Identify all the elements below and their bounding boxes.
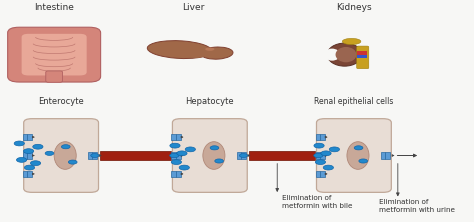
Bar xyxy=(23,171,27,177)
Circle shape xyxy=(314,153,323,158)
Circle shape xyxy=(30,161,41,166)
Bar xyxy=(27,134,32,140)
Bar xyxy=(381,152,385,159)
Ellipse shape xyxy=(201,47,233,59)
Circle shape xyxy=(359,159,367,163)
Circle shape xyxy=(24,149,34,154)
Circle shape xyxy=(62,145,70,149)
Text: Intestine: Intestine xyxy=(34,3,74,12)
Circle shape xyxy=(24,165,35,170)
Text: Kidneys: Kidneys xyxy=(336,3,372,12)
Bar xyxy=(237,152,241,159)
Circle shape xyxy=(91,154,99,157)
Circle shape xyxy=(17,157,27,162)
FancyBboxPatch shape xyxy=(173,119,247,192)
Text: Elimination of
metformin with urine: Elimination of metformin with urine xyxy=(379,199,455,213)
Bar xyxy=(320,134,325,140)
Ellipse shape xyxy=(347,142,369,169)
Bar xyxy=(320,152,325,159)
FancyBboxPatch shape xyxy=(22,34,87,75)
Bar xyxy=(249,151,315,160)
Circle shape xyxy=(171,160,182,165)
Ellipse shape xyxy=(147,41,212,59)
Circle shape xyxy=(33,144,43,149)
Ellipse shape xyxy=(342,38,361,45)
Circle shape xyxy=(315,160,326,165)
Circle shape xyxy=(314,143,324,148)
Bar xyxy=(176,171,181,177)
Bar xyxy=(357,55,367,58)
Circle shape xyxy=(239,154,247,157)
Bar xyxy=(241,152,246,159)
Bar xyxy=(357,51,367,55)
FancyBboxPatch shape xyxy=(24,119,99,192)
Text: Enterocyte: Enterocyte xyxy=(38,97,84,106)
Circle shape xyxy=(170,153,179,158)
Circle shape xyxy=(177,151,187,156)
Ellipse shape xyxy=(54,142,76,169)
Circle shape xyxy=(210,146,219,150)
Bar xyxy=(100,151,171,160)
Ellipse shape xyxy=(205,48,214,51)
FancyBboxPatch shape xyxy=(357,46,369,69)
Ellipse shape xyxy=(336,47,356,62)
Bar xyxy=(92,152,97,159)
Bar xyxy=(316,152,320,159)
Bar xyxy=(23,134,27,140)
Ellipse shape xyxy=(203,142,225,169)
Circle shape xyxy=(323,165,333,170)
FancyBboxPatch shape xyxy=(317,119,392,192)
Ellipse shape xyxy=(324,49,340,61)
Circle shape xyxy=(45,151,54,155)
Text: Liver: Liver xyxy=(182,3,205,12)
Bar xyxy=(88,152,92,159)
Circle shape xyxy=(170,143,180,148)
Text: Renal epithelial cells: Renal epithelial cells xyxy=(314,97,393,106)
Ellipse shape xyxy=(182,45,210,58)
Bar xyxy=(176,134,181,140)
Circle shape xyxy=(14,141,24,146)
Bar xyxy=(23,152,27,159)
Bar xyxy=(27,152,32,159)
Bar xyxy=(172,134,176,140)
Circle shape xyxy=(68,160,77,164)
Circle shape xyxy=(215,159,223,163)
Circle shape xyxy=(329,147,339,152)
Text: Hepatocyte: Hepatocyte xyxy=(185,97,234,106)
Circle shape xyxy=(354,146,363,150)
Bar xyxy=(320,171,325,177)
Circle shape xyxy=(179,165,190,170)
Circle shape xyxy=(185,147,195,152)
Ellipse shape xyxy=(327,43,362,66)
FancyBboxPatch shape xyxy=(46,71,63,82)
Bar xyxy=(316,171,320,177)
Bar xyxy=(385,152,390,159)
Circle shape xyxy=(321,151,331,156)
FancyBboxPatch shape xyxy=(8,27,100,82)
Bar xyxy=(172,171,176,177)
Bar xyxy=(176,152,181,159)
Bar xyxy=(172,152,176,159)
Text: Elimination of
metformin with bile: Elimination of metformin with bile xyxy=(282,195,352,209)
Bar xyxy=(316,134,320,140)
Bar xyxy=(27,171,32,177)
